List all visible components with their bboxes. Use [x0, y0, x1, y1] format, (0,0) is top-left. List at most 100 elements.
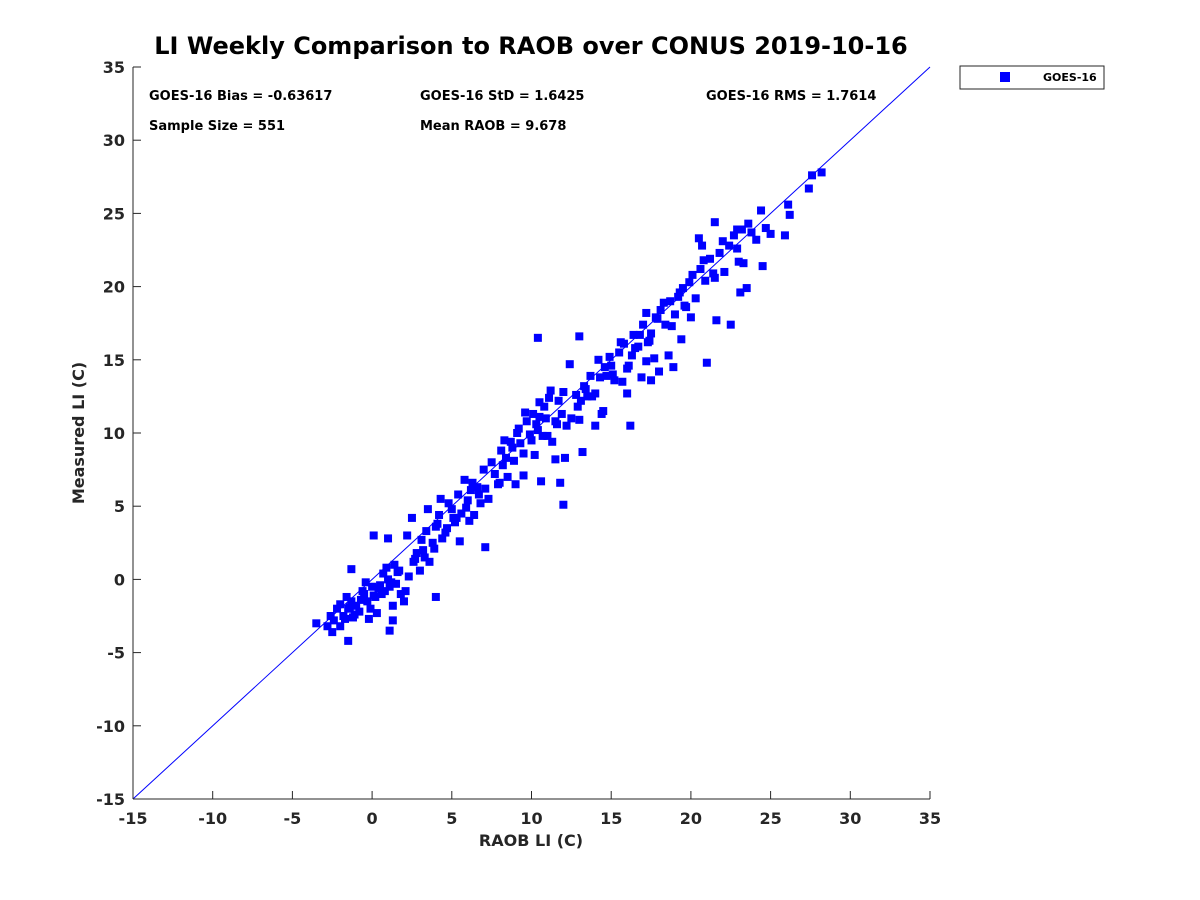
data-point: [784, 200, 793, 209]
data-point: [631, 344, 640, 353]
data-point: [540, 402, 549, 411]
data-point: [597, 409, 606, 418]
data-point: [616, 338, 625, 347]
data-point: [608, 370, 617, 379]
data-point: [804, 184, 813, 193]
data-point: [535, 412, 544, 421]
data-point: [401, 587, 410, 596]
plot-area: [132, 66, 931, 800]
data-point: [481, 543, 490, 552]
data-point: [326, 612, 335, 620]
data-point: [785, 210, 794, 219]
data-point: [757, 206, 766, 215]
data-point: [433, 519, 442, 528]
data-point: [670, 310, 679, 319]
data-point: [696, 265, 705, 274]
data-point: [369, 591, 378, 600]
data-point: [428, 538, 437, 547]
data-point: [380, 587, 389, 596]
data-point: [659, 298, 668, 307]
data-point: [551, 455, 560, 464]
data-point: [709, 269, 718, 278]
data-point: [329, 616, 338, 625]
legend-box: [959, 65, 1105, 90]
data-point: [710, 273, 719, 282]
data-point: [688, 270, 697, 279]
data-point: [323, 622, 332, 631]
data-point: [533, 426, 542, 435]
data-point: [388, 601, 397, 610]
data-point: [556, 478, 565, 487]
data-point: [572, 390, 581, 399]
legend-marker: [1000, 72, 1010, 82]
data-point: [637, 373, 646, 382]
data-point: [726, 320, 735, 329]
data-point: [675, 288, 684, 297]
y-tick-label: 30: [103, 131, 125, 150]
legend: GOES-16: [959, 65, 1105, 90]
y-tick-label: 20: [103, 278, 125, 297]
y-tick-label: -5: [107, 644, 125, 663]
data-point: [336, 622, 345, 631]
x-tick-label: 25: [759, 809, 781, 828]
data-point: [396, 590, 405, 599]
data-point: [352, 601, 361, 610]
data-point: [369, 531, 378, 540]
data-point: [685, 278, 694, 287]
x-tick-label: -15: [119, 809, 148, 828]
data-point: [412, 549, 421, 558]
data-point: [444, 499, 453, 508]
data-point: [610, 376, 619, 385]
y-tick-label: 5: [114, 497, 125, 516]
data-point: [532, 420, 541, 429]
data-point: [736, 288, 745, 297]
data-point: [457, 509, 466, 518]
data-point: [513, 429, 522, 437]
data-point: [407, 513, 416, 522]
data-point: [573, 402, 582, 411]
x-tick-label: 10: [520, 809, 542, 828]
data-point: [588, 392, 597, 401]
data-point: [535, 398, 544, 407]
data-point: [312, 619, 321, 628]
data-point: [691, 294, 700, 303]
data-point: [403, 531, 412, 540]
data-point: [560, 453, 569, 462]
data-point: [678, 284, 687, 293]
data-point: [653, 314, 662, 323]
y-tick-labels: -15 -10 -5 0 5 10 15 20 25 30 35: [96, 58, 125, 809]
axes: [132, 66, 931, 800]
data-point: [667, 322, 676, 331]
x-tick-label: 0: [367, 809, 378, 828]
data-point: [591, 421, 600, 430]
data-point: [447, 505, 456, 514]
data-point: [635, 330, 644, 339]
data-point: [328, 628, 337, 637]
data-point: [578, 448, 587, 457]
data-point: [363, 597, 372, 606]
data-point: [761, 224, 770, 233]
data-point: [737, 225, 746, 234]
data-point: [364, 614, 373, 623]
data-point: [379, 569, 388, 578]
data-point: [500, 436, 509, 445]
data-point: [733, 225, 742, 234]
data-point: [583, 392, 592, 401]
data-point: [575, 415, 584, 424]
data-point: [586, 371, 595, 380]
data-point: [733, 244, 742, 253]
data-point: [423, 505, 432, 514]
data-point: [677, 335, 686, 344]
data-point: [465, 516, 474, 525]
data-point: [747, 228, 756, 237]
data-point: [333, 604, 342, 613]
data-point: [576, 396, 585, 405]
data-point: [600, 363, 609, 372]
data-point: [454, 490, 463, 499]
data-point: [752, 235, 761, 244]
data-point: [435, 510, 444, 519]
data-point: [694, 234, 703, 243]
data-point: [734, 257, 743, 266]
data-point: [627, 351, 636, 360]
data-point: [533, 333, 542, 342]
